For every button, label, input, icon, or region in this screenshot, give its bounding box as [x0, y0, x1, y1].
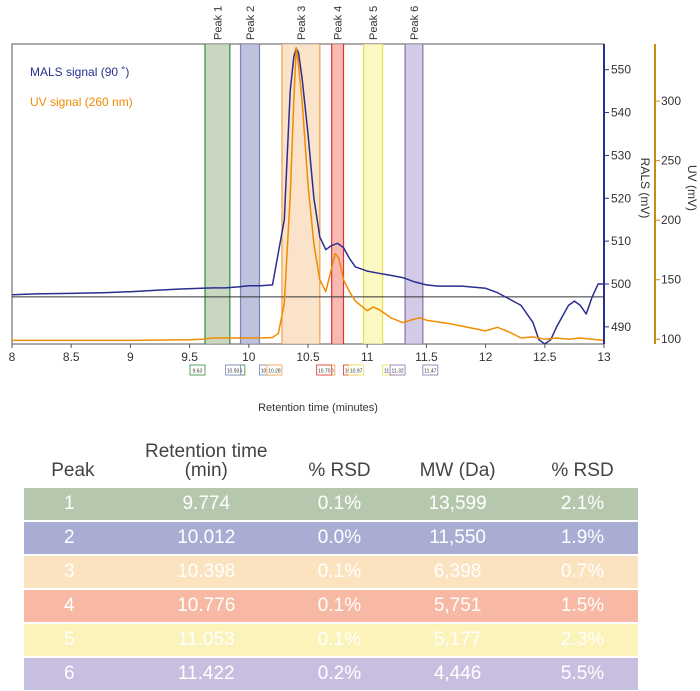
rals-tick-label: 530	[611, 148, 631, 162]
peak-region	[405, 44, 423, 344]
x-tick-label: 8.5	[63, 350, 80, 364]
cell-rsd-rt: 0.2%	[290, 656, 389, 690]
x-tick-label: 9	[127, 350, 134, 364]
table-row: 3 10.398 0.1% 6,398 0.7%	[24, 554, 638, 589]
cell-mw: 4,446	[388, 656, 528, 690]
cell-rsd-rt: 0.1%	[290, 588, 389, 623]
results-table: Peak Retention time (min) % RSD MW (Da) …	[24, 442, 638, 690]
cell-rsd-mw: 2.3%	[527, 622, 638, 657]
rals-tick-label: 500	[611, 277, 631, 291]
peak-region	[363, 44, 383, 344]
uv-axis-label: UV (mV)	[685, 165, 699, 211]
peak-boundary-box	[348, 364, 365, 376]
uv-tick-label: 200	[661, 213, 681, 227]
rals-tick-label: 550	[611, 63, 631, 77]
cell-rsd-rt: 0.0%	[290, 520, 389, 555]
peak-label: Peak 4	[333, 6, 345, 40]
uv-signal-line	[12, 46, 605, 342]
x-tick-label: 12	[479, 350, 493, 364]
cell-peak: 4	[24, 588, 122, 623]
rals-tick-label: 490	[611, 320, 631, 334]
uv-tick-label: 250	[661, 154, 681, 168]
rals-tick-label: 510	[611, 234, 631, 248]
cell-rsd-mw: 1.9%	[527, 520, 638, 555]
cell-peak: 5	[24, 622, 122, 657]
uv-tick-label: 300	[661, 94, 681, 108]
cell-peak: 3	[24, 554, 122, 589]
table-row: 1 9.774 0.1% 13,599 2.1%	[24, 486, 638, 521]
table-row: 5 11.053 0.1% 5,177 2.3%	[24, 622, 638, 657]
rals-tick-label: 540	[611, 106, 631, 120]
cell-rsd-mw: 2.1%	[527, 486, 638, 521]
peak-label: Peak 5	[368, 6, 380, 40]
peak-label: Peak 3	[296, 6, 308, 40]
cell-rsd-mw: 1.5%	[527, 588, 638, 623]
x-axis-label: Retention time (minutes)	[258, 402, 378, 414]
cell-peak: 6	[24, 656, 122, 690]
cell-retention-time: 9.774	[121, 486, 291, 521]
legend-mals: MALS signal (90 ˚)	[30, 65, 129, 79]
x-tick-label: 12.5	[533, 350, 557, 364]
peak-boundary-box	[266, 364, 283, 376]
chromatogram-chart: Peak 19.639.84Peak 210.9310.09Peak 310.2…	[9, 6, 699, 414]
cell-rsd-mw: 0.7%	[527, 554, 638, 589]
uv-tick-label: 100	[661, 332, 681, 346]
cell-rsd-rt: 0.1%	[290, 554, 389, 589]
cell-rsd-rt: 0.1%	[290, 486, 389, 521]
header-peak: Peak	[51, 460, 95, 481]
table-row: 6 11.422 0.2% 4,446 5.5%	[24, 656, 638, 690]
peak-boundary-value: 11.32	[392, 369, 404, 375]
peak-boundary-value: 9.63	[193, 369, 203, 375]
peak-label: Peak 2	[245, 6, 257, 40]
rals-axis-label: RALS (mV)	[638, 158, 652, 219]
cell-mw: 13,599	[388, 486, 528, 521]
cell-retention-time: 11.422	[121, 656, 291, 690]
header-retention-time: Retention time (min)	[144, 441, 268, 481]
peak-boundary-box	[422, 364, 439, 376]
cell-peak: 1	[24, 486, 122, 521]
peak-region	[240, 44, 260, 344]
table-header-row: Peak Retention time (min) % RSD MW (Da) …	[24, 442, 638, 487]
cell-retention-time: 11.053	[121, 622, 291, 657]
legend-uv: UV signal (260 nm)	[30, 95, 133, 109]
mals-signal-line	[11, 47, 604, 345]
peak-label: Peak 6	[409, 6, 421, 40]
peak-boundary-box	[389, 364, 406, 376]
peak-boundary-value: 11.47	[424, 369, 436, 375]
peak-label: Peak 1	[212, 6, 224, 40]
cell-rsd-rt: 0.1%	[290, 622, 389, 657]
cell-mw: 5,177	[388, 622, 528, 657]
header-mw: MW (Da)	[419, 460, 496, 481]
cell-retention-time: 10.776	[121, 588, 291, 623]
x-tick-label: 9.5	[181, 350, 198, 364]
cell-mw: 6,398	[388, 554, 528, 589]
x-tick-label: 10	[242, 350, 256, 364]
cell-mw: 11,550	[388, 520, 528, 555]
peak-boundary-value: 10.28	[268, 369, 281, 375]
cell-rsd-mw: 5.5%	[527, 656, 638, 690]
x-tick-label: 10.5	[296, 350, 320, 364]
cell-retention-time: 10.398	[121, 554, 291, 589]
table-row: 2 10.012 0.0% 11,550 1.9%	[24, 520, 638, 555]
peak-boundary-box	[225, 364, 241, 376]
cell-mw: 5,751	[388, 588, 528, 623]
peak-boundary-value: 10.70	[318, 369, 331, 375]
x-tick-label: 11.5	[415, 350, 438, 364]
header-rsd-mw: % RSD	[551, 460, 614, 481]
x-tick-label: 8	[9, 350, 16, 364]
peak-region	[331, 44, 344, 344]
peak-boundary-value: 10.97	[350, 369, 363, 375]
peak-boundary-box	[316, 364, 333, 376]
x-tick-label: 13	[597, 350, 611, 364]
header-rsd-rt: % RSD	[308, 460, 371, 481]
cell-peak: 2	[24, 520, 122, 555]
rals-tick-label: 520	[611, 191, 631, 205]
uv-tick-label: 150	[661, 273, 681, 287]
cell-retention-time: 10.012	[121, 520, 291, 555]
table-row: 4 10.776 0.1% 5,751 1.5%	[24, 588, 638, 623]
peak-boundary-box	[189, 364, 206, 376]
peak-boundary-value: 10.93	[227, 369, 240, 375]
x-tick-label: 11	[361, 350, 374, 364]
peak-region	[204, 44, 230, 344]
